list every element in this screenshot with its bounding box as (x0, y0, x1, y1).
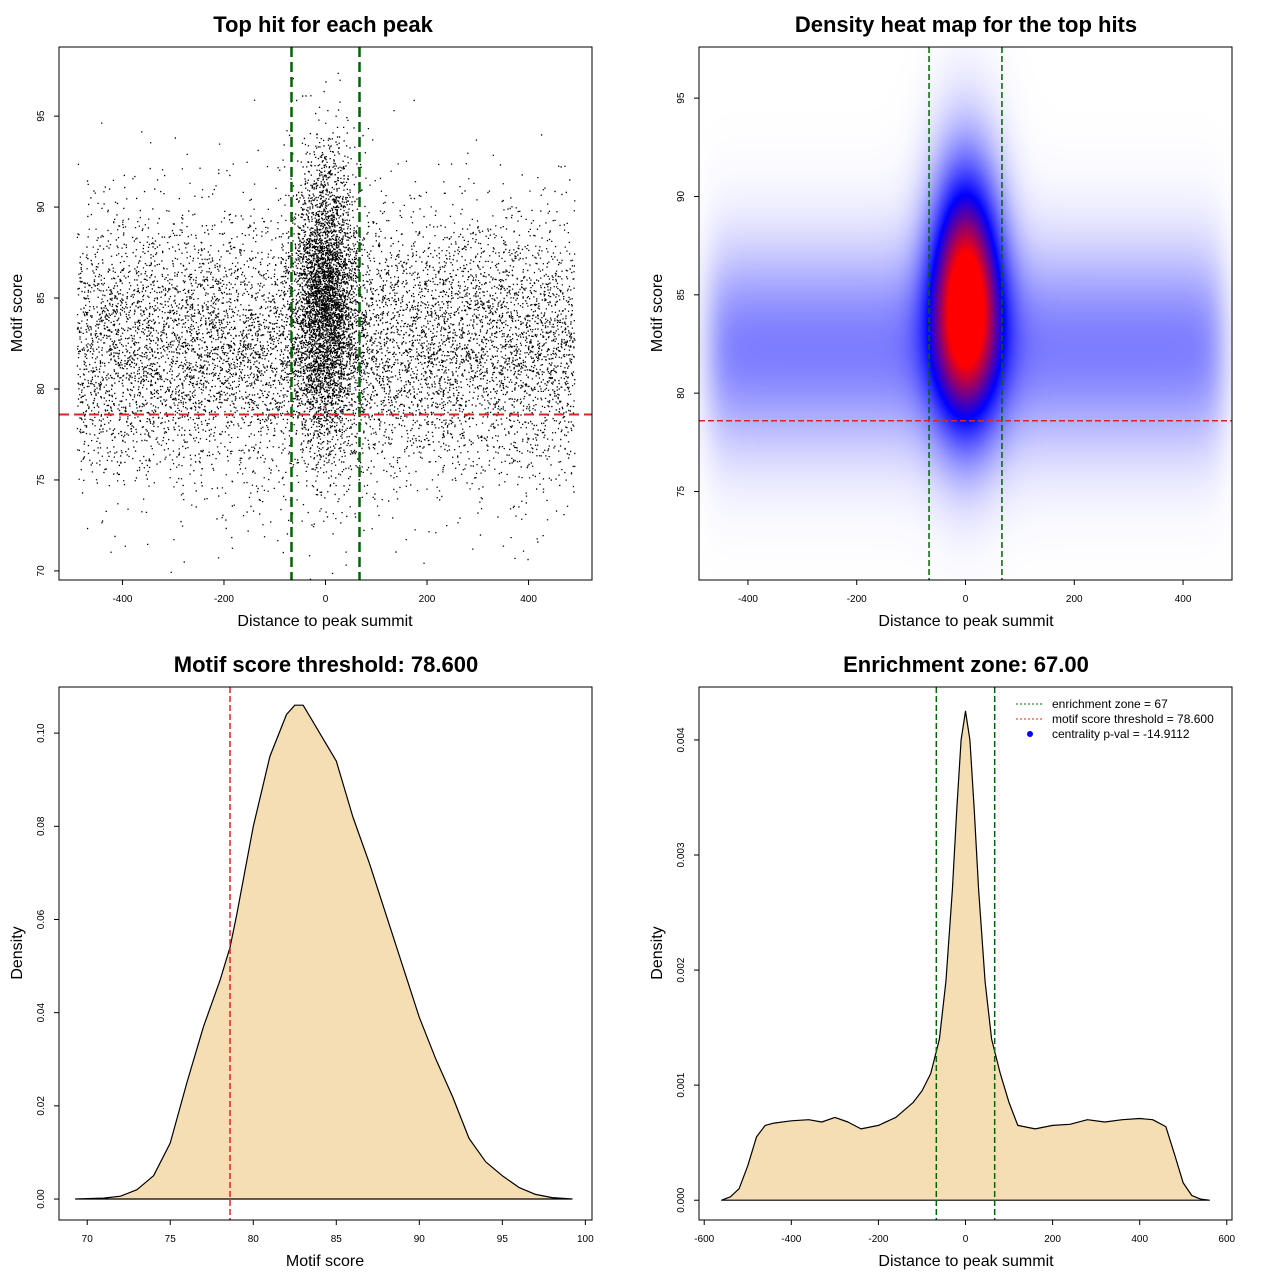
panel-score-density: Motif score threshold: 78.600 Motif scor… (9, 652, 594, 1270)
distance-density-title: Enrichment zone: 67.00 (843, 652, 1089, 677)
y-tick-label: 0.02 (36, 1096, 47, 1116)
scatter-ylabel: Motif score (9, 274, 26, 352)
score-density-y-ticks: 0.00 0.02 0.04 0.06 0.08 0.10 (36, 723, 59, 1209)
x-tick-label: 70 (82, 1234, 94, 1245)
score-density-x-ticks: 70 75 80 85 90 95 100 (82, 1220, 594, 1245)
heatmap-ylabel: Motif score (649, 274, 666, 352)
y-tick-label: 95 (36, 110, 47, 122)
heatmap-title: Density heat map for the top hits (795, 12, 1137, 37)
y-tick-label: 0.000 (676, 1187, 687, 1212)
heatmap-xlabel: Distance to peak summit (878, 613, 1054, 630)
x-tick-label: 100 (577, 1234, 594, 1245)
y-tick-label: 70 (36, 565, 47, 577)
scatter-xlabel: Distance to peak summit (237, 613, 413, 630)
score-density-plot-area (75, 687, 573, 1220)
scatter-y-ticks: 70 75 80 85 90 95 (36, 110, 59, 576)
score-density-title: Motif score threshold: 78.600 (174, 652, 478, 677)
y-tick-label: 0.00 (36, 1189, 47, 1209)
x-tick-label: 200 (419, 594, 436, 605)
x-tick-label: 0 (323, 594, 329, 605)
x-tick-label: 75 (165, 1234, 177, 1245)
score-density-xlabel: Motif score (286, 1253, 364, 1270)
y-tick-label: 85 (36, 292, 47, 304)
density-curve (75, 704, 573, 1200)
legend-threshold-label: motif score threshold = 78.600 (1052, 712, 1214, 726)
x-tick-label: 95 (497, 1234, 509, 1245)
x-tick-label: 400 (1131, 1234, 1148, 1245)
x-tick-label: 600 (1218, 1234, 1235, 1245)
density-heatmap (699, 47, 1232, 580)
x-tick-label: 400 (520, 594, 537, 605)
x-tick-label: 85 (331, 1234, 343, 1245)
x-tick-label: 400 (1175, 594, 1192, 605)
x-tick-label: -200 (868, 1234, 888, 1245)
scatter-plot-area (59, 47, 592, 580)
scatter-points (76, 72, 576, 580)
y-tick-label: 0.003 (676, 842, 687, 867)
y-tick-label: 75 (676, 485, 687, 497)
x-tick-label: -400 (738, 594, 758, 605)
y-tick-label: 0.001 (676, 1072, 687, 1097)
x-tick-label: -400 (781, 1234, 801, 1245)
score-density-ylabel: Density (9, 926, 26, 979)
distance-density-ylabel: Density (649, 926, 666, 979)
x-tick-label: 200 (1044, 1234, 1061, 1245)
y-tick-label: 80 (676, 387, 687, 399)
x-tick-label: 0 (963, 1234, 969, 1245)
y-tick-label: 0.04 (36, 1003, 47, 1023)
x-tick-label: 90 (414, 1234, 426, 1245)
legend-zone-label: enrichment zone = 67 (1052, 697, 1168, 711)
heatmap-y-ticks: 75 80 85 90 95 (676, 92, 699, 497)
legend-pval-label: centrality p-val = -14.9112 (1052, 727, 1190, 741)
panel-heatmap: Density heat map for the top hits Distan… (649, 12, 1233, 630)
scatter-title: Top hit for each peak (213, 12, 433, 37)
density-curve (721, 710, 1210, 1201)
x-tick-label: -200 (214, 594, 234, 605)
distance-density-legend: enrichment zone = 67 motif score thresho… (1016, 697, 1214, 741)
x-tick-label: -400 (112, 594, 132, 605)
y-tick-label: 90 (676, 190, 687, 202)
y-tick-label: 0.06 (36, 909, 47, 929)
x-tick-label: 0 (963, 594, 969, 605)
heatmap-plot-area (699, 47, 1232, 580)
distance-density-y-ticks: 0.000 0.001 0.002 0.003 0.004 (676, 727, 699, 1213)
y-tick-label: 0.10 (36, 723, 47, 743)
distance-density-x-ticks: -600 -400 -200 0 200 400 600 (694, 1220, 1236, 1245)
legend-pval-swatch (1027, 731, 1033, 737)
y-tick-label: 75 (36, 474, 47, 486)
distance-density-xlabel: Distance to peak summit (878, 1253, 1054, 1270)
x-tick-label: -600 (694, 1234, 714, 1245)
y-tick-label: 0.08 (36, 816, 47, 836)
y-tick-label: 90 (36, 201, 47, 213)
y-tick-label: 85 (676, 289, 687, 301)
x-tick-label: 200 (1066, 594, 1083, 605)
y-tick-label: 0.004 (676, 727, 687, 752)
panel-scatter: Top hit for each peak Distance to peak s… (9, 12, 593, 630)
x-tick-label: 80 (248, 1234, 260, 1245)
y-tick-label: 0.002 (676, 957, 687, 982)
y-tick-label: 95 (676, 92, 687, 104)
y-tick-label: 80 (36, 383, 47, 395)
heatmap-x-ticks: -400 -200 0 200 400 (738, 580, 1192, 605)
distance-density-plot-area (721, 687, 1210, 1220)
panel-distance-density: Enrichment zone: 67.00 Distance to peak … (649, 652, 1236, 1270)
x-tick-label: -200 (847, 594, 867, 605)
score-density-frame (58, 686, 593, 1221)
scatter-x-ticks: -400 -200 0 200 400 (112, 580, 537, 605)
